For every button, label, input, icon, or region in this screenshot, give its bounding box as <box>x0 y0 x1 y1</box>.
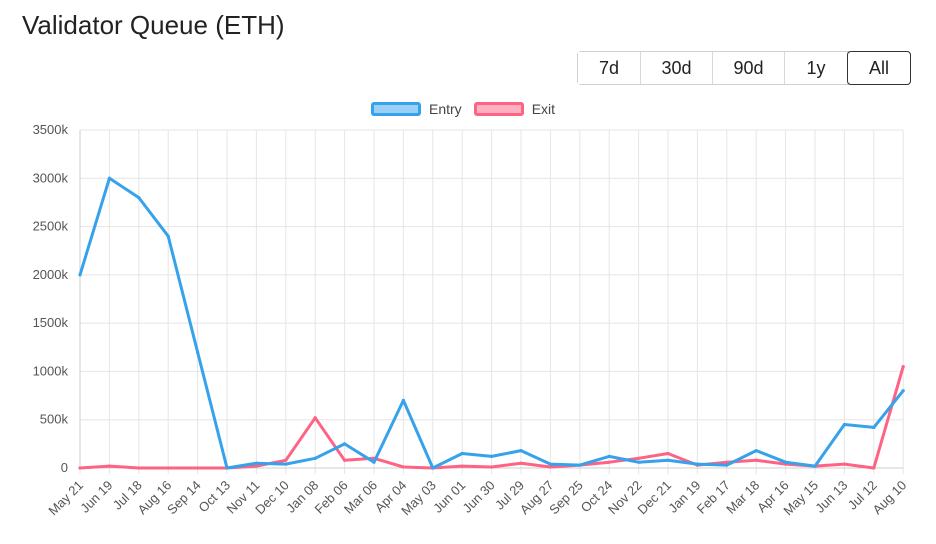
series-entry-point <box>607 454 611 459</box>
series-entry-point <box>754 449 758 453</box>
series-exit-point <box>519 461 523 465</box>
series-exit-point <box>343 458 347 462</box>
legend-entry-label: Entry <box>429 101 462 117</box>
series-exit-point <box>901 365 905 369</box>
series-entry-point <box>637 460 641 464</box>
series-entry-point <box>166 234 170 238</box>
x-tick-label: Jun 19 <box>77 478 115 516</box>
series-exit-point <box>196 466 200 470</box>
x-tick-label: Jun 13 <box>812 478 850 516</box>
series-exit-point <box>137 466 141 470</box>
series-entry-point <box>872 425 876 430</box>
series-entry-point <box>725 463 729 467</box>
series-entry <box>78 176 905 470</box>
legend-exit-swatch <box>473 102 524 116</box>
x-tick-label: Dec 10 <box>252 478 292 518</box>
series-entry-point <box>578 463 582 467</box>
y-tick-label: 2500k <box>33 219 69 234</box>
series-entry-point <box>842 422 847 427</box>
range-90d-button[interactable]: 90d <box>713 52 785 84</box>
series-exit-point <box>607 460 611 464</box>
series-entry-point <box>254 461 258 465</box>
series-exit-point <box>842 462 847 466</box>
range-1y-button[interactable]: 1y <box>785 52 848 84</box>
x-tick-label: Mar 18 <box>723 478 762 517</box>
x-tick-label: Jun 01 <box>430 478 468 516</box>
series-exit-point <box>254 464 258 468</box>
y-tick-label: 0 <box>61 460 68 475</box>
series-exit-point <box>78 466 82 470</box>
series-exit-point <box>460 464 464 468</box>
range-30d-button[interactable]: 30d <box>641 52 713 84</box>
series-entry-point <box>813 464 817 468</box>
series-entry-point <box>401 398 405 402</box>
x-tick-label: May 21 <box>45 478 86 519</box>
chart-legend: Entry Exit <box>371 101 567 117</box>
y-tick-label: 2000k <box>33 267 69 282</box>
x-tick-label: Dec 21 <box>634 478 674 518</box>
series-exit <box>78 365 905 470</box>
range-all-button[interactable]: All <box>847 51 911 85</box>
series-entry-point <box>695 462 700 466</box>
legend-exit[interactable]: Exit <box>473 101 556 117</box>
page-title: Validator Queue (ETH) <box>22 10 285 40</box>
legend-entry-swatch <box>371 102 421 116</box>
series-entry-point <box>666 458 670 462</box>
series-entry-point <box>225 466 229 470</box>
series-exit-point <box>313 416 317 420</box>
series-entry-point <box>431 466 435 470</box>
y-tick-label: 500k <box>40 412 69 427</box>
y-tick-label: 1500k <box>33 315 69 330</box>
series-exit-point <box>107 464 111 468</box>
time-range-selector: 7d 30d 90d 1y All <box>577 51 911 85</box>
series-exit-point <box>872 466 876 470</box>
series-entry-point <box>784 460 788 464</box>
y-tick-label: 1000k <box>33 363 69 378</box>
range-7d-button[interactable]: 7d <box>578 52 641 84</box>
x-tick-label: Sep 25 <box>546 478 586 518</box>
series-exit-point <box>548 465 553 469</box>
series-entry-point <box>519 449 523 453</box>
y-tick-label: 3000k <box>33 170 69 185</box>
series-entry-point <box>107 176 111 180</box>
series-entry-point <box>490 454 494 459</box>
series-entry-point <box>137 196 141 200</box>
series-exit-point <box>666 451 670 456</box>
series-exit-point <box>725 460 729 464</box>
legend-entry[interactable]: Entry <box>371 101 462 117</box>
x-tick-label: Mar 06 <box>341 478 380 517</box>
series-entry-point <box>460 451 464 456</box>
x-tick-label: Aug 10 <box>870 478 910 518</box>
series-exit-point <box>754 458 758 462</box>
series-exit-point <box>401 465 405 469</box>
series-entry-point <box>78 273 82 277</box>
series-entry-point <box>313 456 317 460</box>
series-exit-point <box>637 456 641 460</box>
x-tick-label: Sep 14 <box>164 478 204 518</box>
legend-exit-label: Exit <box>531 101 556 117</box>
series-entry-point <box>284 462 288 466</box>
y-tick-label: 3500k <box>33 122 69 137</box>
series-entry-point <box>372 460 376 464</box>
series-entry-point <box>196 350 200 354</box>
series-exit-point <box>284 458 288 462</box>
series-entry-point <box>548 462 553 466</box>
x-tick-label: Jun 30 <box>460 478 498 516</box>
series-entry-point <box>343 442 347 446</box>
series-exit-point <box>166 466 170 470</box>
series-exit-point <box>490 465 494 469</box>
series-entry-point <box>901 389 905 393</box>
